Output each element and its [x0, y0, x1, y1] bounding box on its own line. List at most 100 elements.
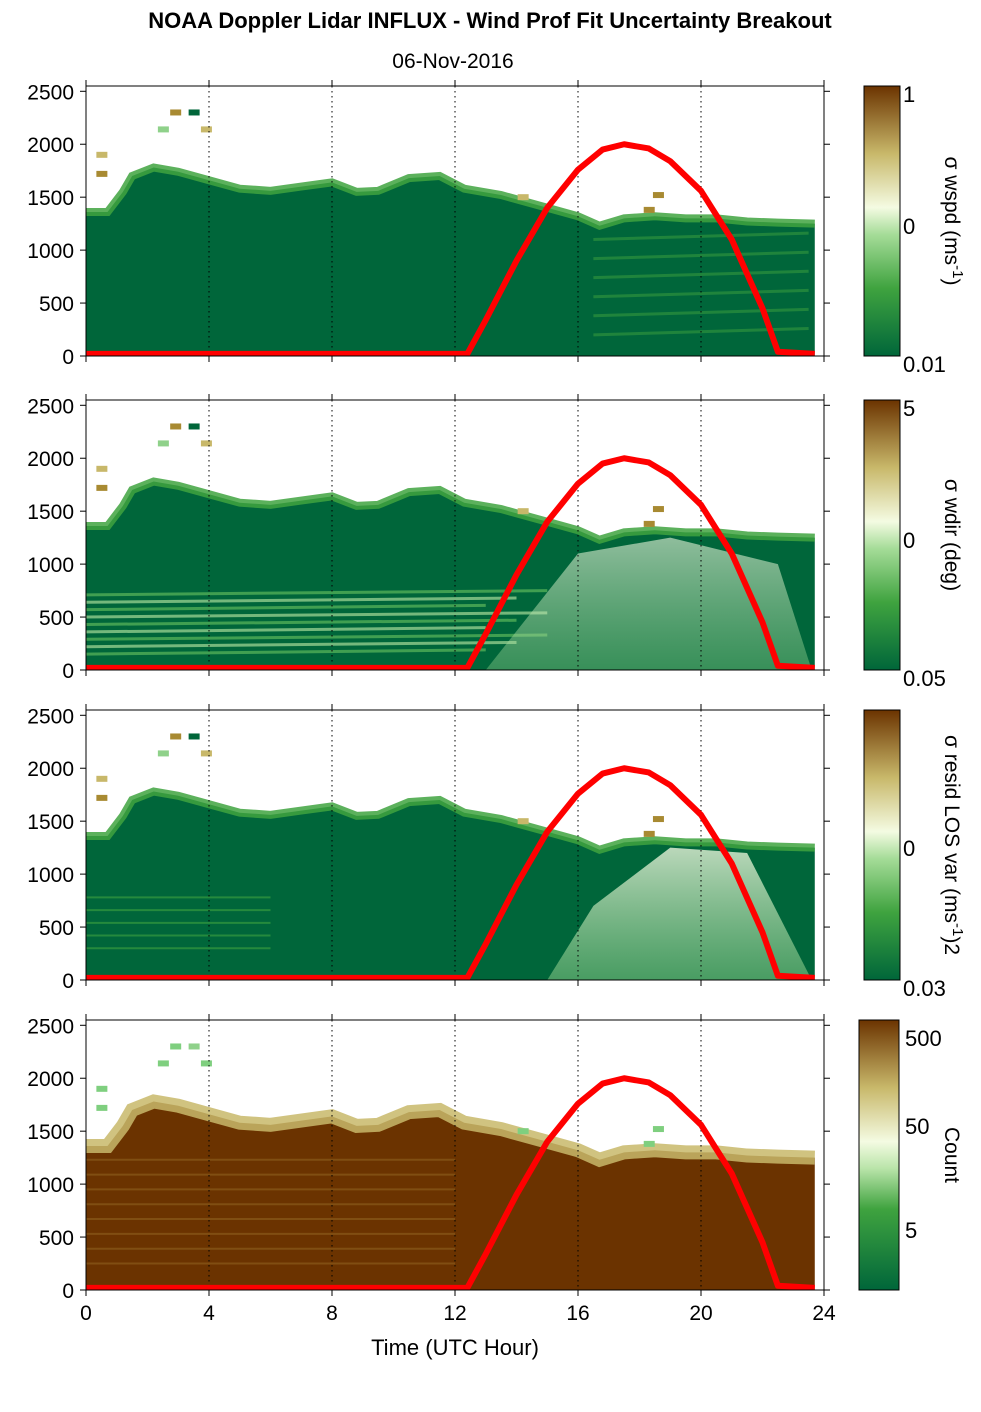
texture-streak [86, 618, 517, 626]
colorbar-tick-label: 500 [905, 1026, 942, 1051]
data-top-edge [86, 163, 815, 231]
colorbar-tick-label: 50 [905, 1114, 929, 1139]
sun-elevation-curve [86, 141, 815, 356]
texture-streak [86, 633, 548, 641]
sun-elevation-curve [86, 1075, 815, 1290]
y-tick-label: 1000 [27, 240, 74, 263]
sparse-pixel [157, 440, 169, 447]
colorbar: 0 0.03 σ resid LOS var (ms-1)2 [863, 709, 967, 1001]
y-tick-label: 0 [62, 346, 74, 369]
x-tick-label: 24 [812, 1302, 836, 1325]
sparse-pixel [643, 206, 655, 213]
sparse-pixel [652, 1126, 664, 1133]
y-tick-label: 1500 [27, 501, 74, 524]
texture-streak [593, 269, 809, 280]
sparse-pixel [96, 465, 108, 472]
sparse-pixel [96, 775, 108, 782]
x-tick-label: 16 [566, 1302, 589, 1325]
sparse-pixel [188, 109, 200, 116]
texture-streak [593, 288, 809, 299]
y-tick-label: 2000 [27, 758, 74, 781]
colorbar-tick-label: 0.05 [903, 666, 946, 691]
sparse-pixel [200, 126, 212, 133]
y-tick-label: 2000 [27, 134, 74, 157]
sparse-pixel [170, 1043, 182, 1050]
x-tick-label: 8 [326, 1302, 338, 1325]
colorbar-label: σ wdir (deg) [940, 479, 963, 591]
texture-streak [86, 648, 486, 656]
colorbar-label: Count [940, 1127, 963, 1183]
colorbar-label-superscript: -1 [950, 265, 967, 278]
texture-streak [593, 307, 809, 318]
y-tick-label: 0 [62, 970, 74, 993]
colorbar: 1 0 0.01 σ wspd (ms-1) [863, 82, 967, 377]
texture-streak [86, 596, 517, 604]
y-tick-label: 2500 [27, 395, 74, 418]
y-tick-label: 1500 [27, 811, 74, 834]
y-tick-label: 1000 [27, 864, 74, 887]
sparse-pixel [200, 440, 212, 447]
colorbar-tick-label: 0.03 [903, 976, 946, 1001]
colorbar-label-tail: )2 [940, 936, 963, 955]
sparse-pixel [96, 170, 108, 177]
y-tick-label: 1000 [27, 554, 74, 577]
texture-streak [593, 250, 809, 261]
x-tick-label: 20 [689, 1302, 712, 1325]
sparse-pixel [517, 818, 529, 825]
panel-sigma-wdir: 0 500 1000 1500 2000 2500 5 0 0.05 σ wdir (deg) [27, 394, 963, 691]
data-field-shape [86, 1101, 815, 1290]
sparse-pixel [157, 750, 169, 757]
panel-count: 0 500 1000 1500 2000 2500 0 4 8 12 16 20 24 500 50 5 Cou… [27, 1014, 963, 1325]
colorbar-label-tail: ) [940, 278, 963, 285]
sparse-pixel [517, 508, 529, 515]
sparse-pixel [188, 733, 200, 740]
y-tick-label: 0 [62, 660, 74, 683]
colorbar-tick-label: 5 [903, 396, 915, 421]
colorbar-tick-label: 5 [905, 1218, 917, 1243]
sun-elevation-curve [86, 765, 815, 980]
colorbar-tick-label: 0 [903, 214, 915, 239]
x-tick-label: 0 [80, 1302, 92, 1325]
colorbar-gradient [863, 709, 901, 981]
y-tick-label: 500 [39, 917, 74, 940]
data-field [86, 1094, 815, 1290]
colorbar-label-superscript: -1 [950, 923, 967, 936]
data-field-shape [86, 167, 815, 356]
texture-streak [86, 626, 486, 634]
y-tick-label: 500 [39, 293, 74, 316]
y-tick-label: 0 [62, 1280, 74, 1303]
sparse-pixel [200, 750, 212, 757]
sparse-pixel [643, 830, 655, 837]
sparse-pixel [652, 192, 664, 199]
sparse-pixel [188, 423, 200, 430]
colorbar-label: σ wspd (ms-1) [940, 157, 967, 286]
daytime-texture [547, 847, 812, 980]
y-tick-label: 500 [39, 607, 74, 630]
texture-streak [86, 603, 486, 612]
sparse-pixel [170, 109, 182, 116]
y-tick-label: 2000 [27, 448, 74, 471]
sparse-pixel [643, 1140, 655, 1147]
sparse-pixel [96, 794, 108, 801]
sparse-pixel [157, 126, 169, 133]
sparse-pixel [96, 1085, 108, 1092]
sparse-pixel [170, 733, 182, 740]
y-tick-label: 1500 [27, 1121, 74, 1144]
y-tick-label: 2500 [27, 81, 74, 104]
y-tick-label: 2500 [27, 1015, 74, 1038]
sparse-pixel [96, 151, 108, 158]
sun-elevation-curve [86, 455, 815, 670]
data-field [86, 477, 815, 670]
texture-streak [86, 589, 548, 597]
y-tick-label: 1000 [27, 1174, 74, 1197]
x-axis-label: Time (UTC Hour) [371, 1335, 539, 1360]
y-tick-label: 500 [39, 1227, 74, 1250]
colorbar-label: σ resid LOS var (ms-1)2 [940, 735, 967, 955]
colorbar-tick-label: 0.01 [903, 352, 946, 377]
colorbar-tick-label: 1 [903, 82, 915, 107]
texture-streak [86, 640, 517, 649]
colorbar-tick-label: 0 [903, 528, 915, 553]
sparse-pixel [96, 1104, 108, 1111]
